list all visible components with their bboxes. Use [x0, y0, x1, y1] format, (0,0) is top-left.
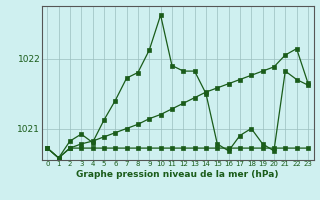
- X-axis label: Graphe pression niveau de la mer (hPa): Graphe pression niveau de la mer (hPa): [76, 170, 279, 179]
